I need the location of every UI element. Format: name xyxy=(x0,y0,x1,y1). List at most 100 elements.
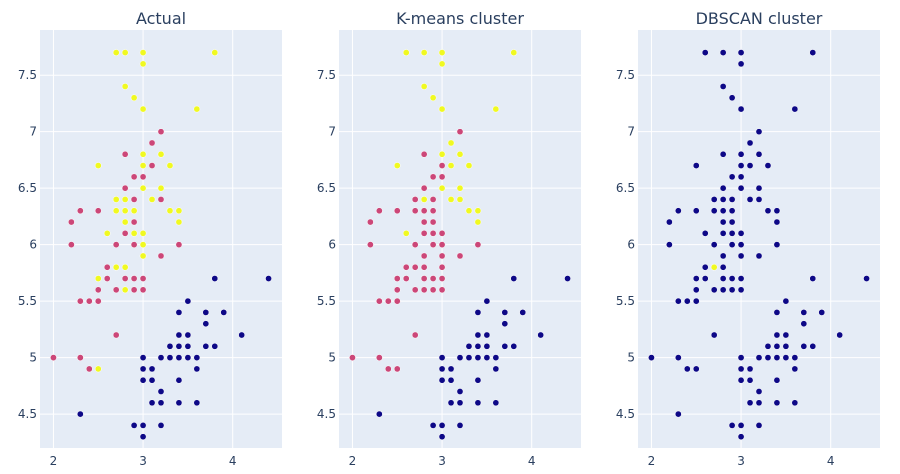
scatter-point xyxy=(393,207,401,215)
scatter-point xyxy=(438,433,446,441)
scatter-point xyxy=(139,422,147,429)
scatter-point xyxy=(157,128,165,136)
scatter-point xyxy=(719,263,727,271)
scatter-point xyxy=(710,241,718,248)
scatter-point xyxy=(130,196,138,203)
scatter-point xyxy=(710,331,718,339)
scatter-point xyxy=(411,207,419,215)
scatter-point xyxy=(420,263,428,271)
y-tick-label: 5 xyxy=(328,351,336,365)
scatter-point xyxy=(755,388,763,395)
scatter-point xyxy=(447,365,455,373)
scatter-point xyxy=(719,207,727,215)
scatter-point xyxy=(438,173,446,181)
scatter-point xyxy=(130,94,138,102)
scatter-point xyxy=(157,422,165,429)
scatter-point xyxy=(719,275,727,282)
scatter-point xyxy=(367,241,374,248)
scatter-point xyxy=(666,218,673,226)
scatter-point xyxy=(375,410,383,418)
scatter-point xyxy=(402,49,410,56)
scatter-point xyxy=(94,286,102,294)
scatter-point xyxy=(701,275,709,282)
scatter-point xyxy=(501,342,509,350)
scatter-point xyxy=(719,230,727,237)
scatter-point xyxy=(184,297,192,305)
scatter-point xyxy=(148,399,156,407)
scatter-point xyxy=(103,275,111,282)
y-tick-label: 7 xyxy=(627,125,635,139)
scatter-point xyxy=(465,354,473,361)
scatter-point xyxy=(130,173,138,181)
scatter-point xyxy=(737,162,745,169)
scatter-point xyxy=(76,297,84,305)
scatter-point xyxy=(166,162,174,169)
scatter-point xyxy=(764,162,772,169)
scatter-point xyxy=(175,376,183,384)
scatter-point xyxy=(157,184,165,192)
scatter-point xyxy=(773,376,781,384)
y-tick-label: 6 xyxy=(627,238,635,252)
scatter-point xyxy=(202,309,210,316)
scatter-point xyxy=(474,309,482,316)
scatter-point xyxy=(692,297,700,305)
scatter-point xyxy=(94,275,102,282)
scatter-point xyxy=(728,230,736,237)
scatter-point xyxy=(139,354,147,361)
scatter-point xyxy=(683,297,691,305)
scatter-point xyxy=(220,309,228,316)
scatter-point xyxy=(411,263,419,271)
y-tick-label: 5 xyxy=(29,351,37,365)
scatter-point xyxy=(157,388,165,395)
scatter-point xyxy=(112,207,120,215)
plot-background xyxy=(339,30,581,448)
scatter-point xyxy=(193,365,201,373)
scatter-point xyxy=(184,331,192,339)
scatter-point xyxy=(429,230,437,237)
scatter-point xyxy=(166,207,174,215)
scatter-point xyxy=(737,354,745,361)
scatter-point xyxy=(728,94,736,102)
scatter-point xyxy=(465,162,473,169)
scatter-point xyxy=(755,196,763,203)
scatter-point xyxy=(375,207,383,215)
scatter-point xyxy=(175,342,183,350)
scatter-point xyxy=(411,286,419,294)
scatter-point xyxy=(103,230,111,237)
scatter-point xyxy=(809,342,817,350)
scatter-point xyxy=(139,433,147,441)
scatter-point xyxy=(492,354,500,361)
scatter-point xyxy=(728,275,736,282)
scatter-point xyxy=(474,207,482,215)
scatter-point xyxy=(737,433,745,441)
scatter-point xyxy=(492,365,500,373)
scatter-point xyxy=(420,207,428,215)
scatter-point xyxy=(148,162,156,169)
x-tick-label: 2 xyxy=(648,454,656,468)
scatter-point xyxy=(755,422,763,429)
scatter-point xyxy=(420,275,428,282)
scatter-point xyxy=(773,218,781,226)
scatter-point xyxy=(773,342,781,350)
scatter-point xyxy=(429,196,437,203)
scatter-point xyxy=(438,365,446,373)
scatter-point xyxy=(692,286,700,294)
scatter-point xyxy=(211,49,219,56)
scatter-point xyxy=(193,399,201,407)
scatter-point xyxy=(130,207,138,215)
scatter-point xyxy=(121,184,129,192)
scatter-point xyxy=(375,354,383,361)
scatter-point xyxy=(121,286,129,294)
scatter-point xyxy=(674,354,682,361)
scatter-point xyxy=(175,354,183,361)
subplot-title: Actual xyxy=(136,9,186,28)
scatter-point xyxy=(148,139,156,147)
scatter-point xyxy=(764,207,772,215)
scatter-point xyxy=(537,331,545,339)
scatter-point xyxy=(393,286,401,294)
x-tick-label: 3 xyxy=(737,454,745,468)
scatter-point xyxy=(501,320,509,328)
scatter-point xyxy=(666,241,673,248)
scatter-point xyxy=(384,365,392,373)
